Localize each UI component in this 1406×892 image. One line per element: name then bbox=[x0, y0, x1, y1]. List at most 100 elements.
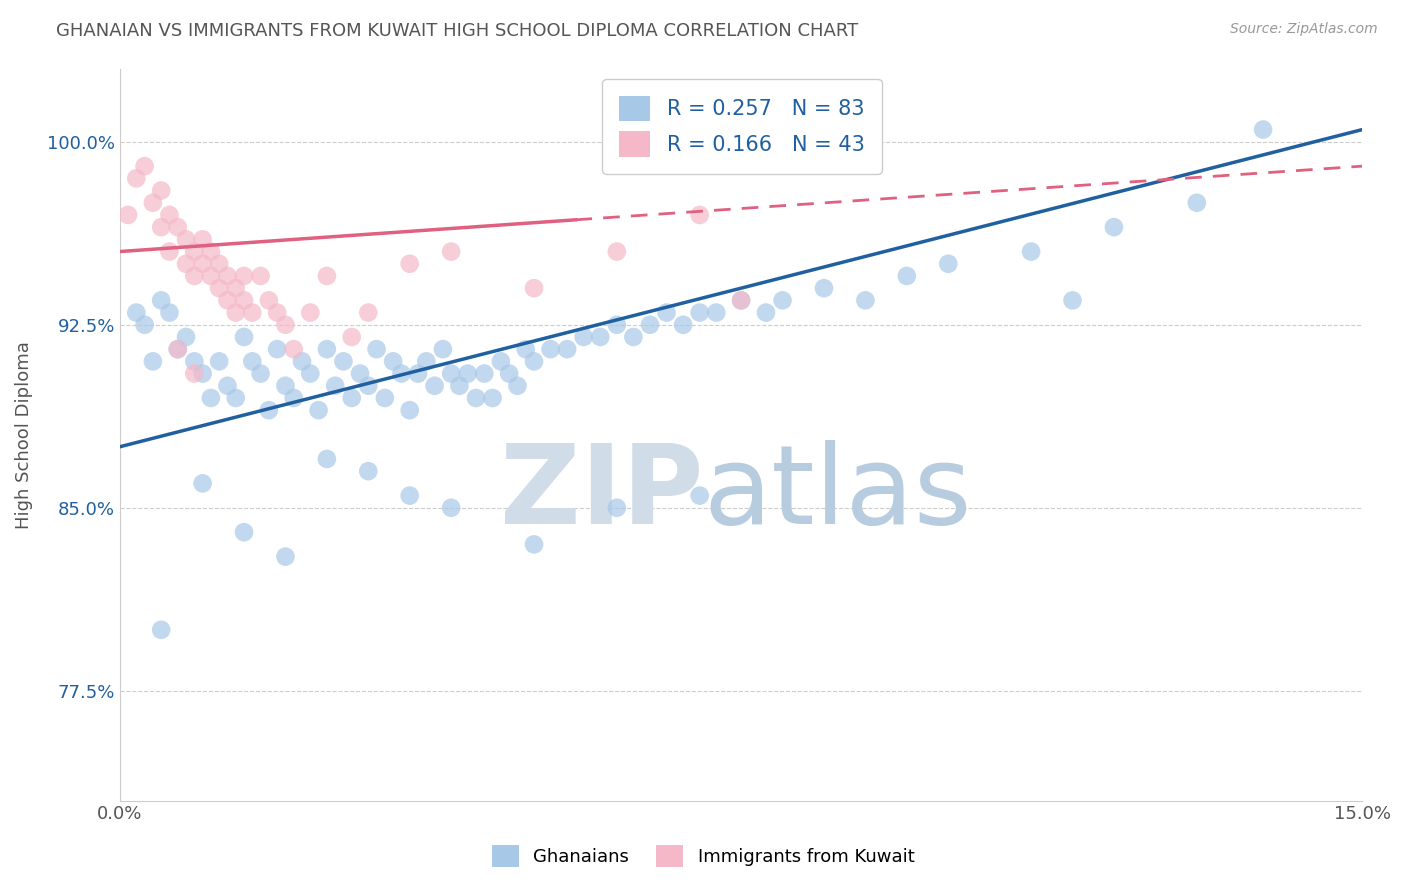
Point bbox=[540, 342, 562, 356]
Point bbox=[200, 244, 222, 259]
Point bbox=[465, 391, 488, 405]
Point bbox=[208, 354, 231, 368]
Point bbox=[457, 367, 479, 381]
Point bbox=[689, 489, 711, 503]
Point bbox=[150, 220, 173, 235]
Point bbox=[896, 268, 918, 283]
Point bbox=[299, 305, 322, 319]
Point bbox=[1102, 220, 1125, 235]
Point bbox=[704, 305, 727, 319]
Point bbox=[523, 354, 546, 368]
Point bbox=[672, 318, 695, 332]
Legend: R = 0.257   N = 83, R = 0.166   N = 43: R = 0.257 N = 83, R = 0.166 N = 43 bbox=[602, 78, 882, 174]
Point bbox=[274, 549, 297, 564]
Point bbox=[755, 305, 778, 319]
Point bbox=[134, 159, 156, 173]
Point bbox=[382, 354, 405, 368]
Point bbox=[398, 489, 420, 503]
Point bbox=[374, 391, 396, 405]
Point bbox=[332, 354, 354, 368]
Point bbox=[606, 500, 628, 515]
Point bbox=[225, 305, 247, 319]
Point bbox=[191, 257, 214, 271]
Point bbox=[183, 268, 205, 283]
Point bbox=[315, 268, 337, 283]
Point bbox=[855, 293, 877, 308]
Point bbox=[266, 305, 288, 319]
Point bbox=[217, 293, 239, 308]
Point bbox=[440, 367, 463, 381]
Point bbox=[481, 391, 503, 405]
Point bbox=[142, 195, 165, 210]
Point bbox=[191, 232, 214, 246]
Point bbox=[225, 281, 247, 295]
Point bbox=[1251, 122, 1274, 136]
Point bbox=[217, 378, 239, 392]
Point bbox=[555, 342, 578, 356]
Point bbox=[315, 452, 337, 467]
Point bbox=[357, 305, 380, 319]
Point bbox=[134, 318, 156, 332]
Point bbox=[440, 244, 463, 259]
Point bbox=[233, 293, 256, 308]
Point bbox=[449, 378, 471, 392]
Point bbox=[299, 367, 322, 381]
Point bbox=[233, 330, 256, 344]
Point bbox=[515, 342, 537, 356]
Point bbox=[159, 305, 181, 319]
Point bbox=[225, 391, 247, 405]
Point bbox=[813, 281, 835, 295]
Point bbox=[274, 378, 297, 392]
Point bbox=[1062, 293, 1084, 308]
Point bbox=[150, 623, 173, 637]
Point bbox=[249, 367, 271, 381]
Point bbox=[274, 318, 297, 332]
Point bbox=[208, 257, 231, 271]
Point bbox=[191, 367, 214, 381]
Point bbox=[772, 293, 794, 308]
Point bbox=[432, 342, 454, 356]
Point bbox=[506, 378, 529, 392]
Point bbox=[315, 342, 337, 356]
Text: ZIP: ZIP bbox=[501, 440, 704, 547]
Point bbox=[638, 318, 661, 332]
Point bbox=[366, 342, 388, 356]
Point bbox=[240, 354, 263, 368]
Point bbox=[159, 208, 181, 222]
Point bbox=[166, 220, 188, 235]
Point bbox=[423, 378, 446, 392]
Point bbox=[166, 342, 188, 356]
Point bbox=[183, 354, 205, 368]
Point bbox=[217, 268, 239, 283]
Point bbox=[266, 342, 288, 356]
Point bbox=[655, 305, 678, 319]
Point bbox=[489, 354, 512, 368]
Point bbox=[606, 318, 628, 332]
Legend: Ghanaians, Immigrants from Kuwait: Ghanaians, Immigrants from Kuwait bbox=[485, 838, 921, 874]
Text: Source: ZipAtlas.com: Source: ZipAtlas.com bbox=[1230, 22, 1378, 37]
Point bbox=[291, 354, 314, 368]
Text: atlas: atlas bbox=[704, 440, 973, 547]
Point bbox=[323, 378, 346, 392]
Point bbox=[150, 293, 173, 308]
Point bbox=[398, 403, 420, 417]
Point bbox=[730, 293, 752, 308]
Point bbox=[340, 391, 363, 405]
Point bbox=[174, 232, 197, 246]
Point bbox=[391, 367, 413, 381]
Point bbox=[523, 537, 546, 551]
Point bbox=[472, 367, 495, 381]
Point bbox=[233, 525, 256, 540]
Point bbox=[440, 500, 463, 515]
Text: GHANAIAN VS IMMIGRANTS FROM KUWAIT HIGH SCHOOL DIPLOMA CORRELATION CHART: GHANAIAN VS IMMIGRANTS FROM KUWAIT HIGH … bbox=[56, 22, 859, 40]
Point bbox=[606, 244, 628, 259]
Point bbox=[623, 330, 645, 344]
Point bbox=[498, 367, 520, 381]
Point bbox=[357, 378, 380, 392]
Point bbox=[166, 342, 188, 356]
Y-axis label: High School Diploma: High School Diploma bbox=[15, 341, 32, 528]
Point bbox=[142, 354, 165, 368]
Point bbox=[283, 391, 305, 405]
Point bbox=[415, 354, 437, 368]
Point bbox=[589, 330, 612, 344]
